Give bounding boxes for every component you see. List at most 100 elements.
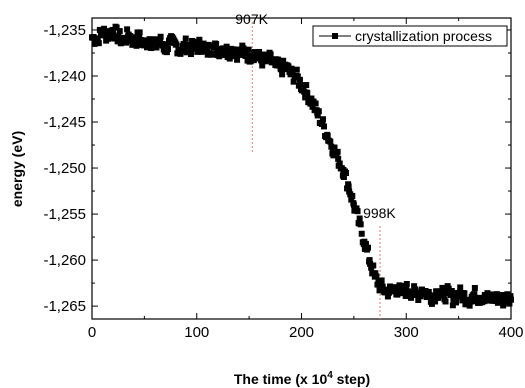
data-point	[428, 300, 435, 307]
data-point	[327, 138, 334, 145]
data-point	[489, 297, 496, 304]
data-point	[124, 26, 131, 33]
data-point	[90, 33, 97, 40]
data-point	[490, 291, 497, 298]
data-point	[110, 32, 117, 39]
data-point	[223, 43, 230, 50]
data-point	[367, 260, 374, 267]
data-point	[307, 100, 314, 107]
data-point	[312, 100, 319, 107]
data-point	[308, 95, 315, 102]
data-point	[127, 33, 134, 40]
y-tick-label: -1,235	[43, 22, 86, 39]
data-point	[303, 82, 310, 89]
data-point	[395, 289, 402, 296]
data-point	[473, 295, 480, 302]
data-point	[362, 240, 369, 247]
y-axis: -1,235 -1,240 -1,245 -1,250 -1,255 -1,260 -1,2…	[43, 22, 511, 315]
data-point	[114, 38, 121, 45]
data-point	[426, 292, 433, 299]
data-point	[279, 71, 286, 78]
data-point	[238, 51, 245, 58]
data-point	[140, 42, 147, 49]
data-point	[340, 174, 347, 181]
data-point	[251, 49, 258, 56]
data-point	[183, 49, 190, 56]
data-point	[211, 44, 218, 51]
data-point	[209, 50, 216, 57]
data-point	[278, 66, 285, 73]
data-point	[491, 294, 498, 301]
data-point	[258, 57, 265, 64]
data-point	[324, 131, 331, 138]
data-point	[237, 46, 244, 53]
data-point	[344, 185, 351, 192]
x-tick-label: 100	[184, 324, 209, 341]
data-point	[321, 123, 328, 130]
annotation-label: 998K	[363, 205, 396, 221]
legend: crystallization process	[312, 25, 508, 47]
data-point	[300, 83, 307, 90]
data-point	[354, 208, 361, 215]
data-point	[334, 148, 341, 155]
data-point	[328, 143, 335, 150]
data-point	[293, 66, 300, 73]
data-point	[384, 293, 391, 300]
data-point	[484, 290, 491, 297]
data-point	[259, 62, 266, 69]
plot-area	[91, 17, 512, 320]
data-point	[407, 294, 414, 301]
data-point	[467, 298, 474, 305]
data-point	[243, 52, 250, 59]
data-point	[152, 36, 159, 43]
data-point	[295, 82, 302, 89]
data-point	[500, 302, 507, 309]
data-point	[466, 302, 473, 309]
data-point	[410, 291, 417, 298]
data-point	[157, 33, 164, 40]
data-point	[319, 116, 326, 123]
data-point	[289, 68, 296, 75]
data-point	[250, 57, 257, 64]
data-point	[392, 286, 399, 293]
data-point	[379, 283, 386, 290]
data-point	[499, 292, 506, 299]
data-point	[99, 32, 106, 39]
data-point	[296, 76, 303, 83]
data-point	[335, 155, 342, 162]
data-point	[365, 244, 372, 251]
data-point	[385, 289, 392, 296]
data-point	[133, 42, 140, 49]
data-point	[162, 41, 169, 48]
data-point	[180, 40, 187, 47]
data-point	[315, 108, 322, 115]
y-tick-label: -1,255	[43, 206, 86, 223]
data-point	[345, 181, 352, 188]
data-point	[423, 294, 430, 301]
data-point	[285, 63, 292, 70]
data-point	[336, 160, 343, 167]
data-point	[159, 42, 166, 49]
data-point	[120, 34, 127, 41]
x-tick-label: 0	[88, 324, 96, 341]
y-tick-label: -1,240	[43, 68, 86, 85]
data-point	[107, 34, 114, 41]
data-point	[123, 39, 130, 46]
data-point	[194, 48, 201, 55]
data-point	[213, 41, 220, 48]
data-point	[401, 288, 408, 295]
data-point	[402, 293, 409, 300]
data-point	[506, 300, 513, 307]
data-point	[417, 293, 424, 300]
data-point	[241, 46, 248, 53]
data-point	[433, 288, 440, 295]
data-point	[302, 94, 309, 101]
data-point	[102, 28, 109, 35]
data-point	[378, 277, 385, 284]
x-tick-label: 200	[289, 324, 314, 341]
temperature-markers: 907K 998K	[235, 11, 396, 319]
data-point	[234, 56, 241, 63]
x-axis: 0 100 200 300 400	[88, 18, 524, 341]
data-point	[448, 288, 455, 295]
